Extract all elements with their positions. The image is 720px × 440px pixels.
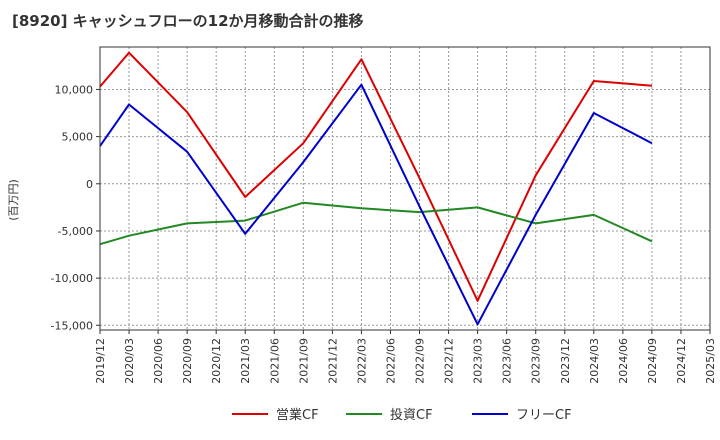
legend-label: フリーCF xyxy=(516,408,572,423)
y-tick-label: 0 xyxy=(86,178,93,191)
y-tick-label: 5,000 xyxy=(62,131,94,144)
x-tick-label: 2024/09 xyxy=(646,338,659,384)
plot-frame xyxy=(99,46,711,331)
legend-label: 営業CF xyxy=(276,407,319,423)
x-tick-label: 2022/03 xyxy=(355,338,368,384)
series-line-1 xyxy=(99,51,652,302)
x-tick-label: 2022/09 xyxy=(414,338,427,384)
x-tick-label: 2020/06 xyxy=(152,338,165,384)
x-tick-label: 2020/03 xyxy=(123,338,136,384)
x-tick-label: 2021/03 xyxy=(239,338,252,384)
y-axis-label: (百万円) xyxy=(7,179,20,221)
x-tick-label: 2023/09 xyxy=(530,338,543,384)
x-tick-label: 2025/03 xyxy=(704,338,717,384)
y-tick-label: 10,000 xyxy=(55,83,94,96)
y-tick-label: -5,000 xyxy=(58,225,93,238)
x-tick-label: 2021/09 xyxy=(297,338,310,384)
x-tick-label: 2020/12 xyxy=(210,338,223,384)
x-tick-label: 2023/06 xyxy=(501,338,514,384)
x-tick-label: 2021/06 xyxy=(268,338,281,384)
x-tick-label: 2023/12 xyxy=(559,338,572,384)
y-tick-label: -10,000 xyxy=(51,272,93,285)
x-tick-label: 2022/06 xyxy=(384,338,397,384)
chart-title: [8920] キャッシュフローの12か月移動合計の推移 xyxy=(12,12,364,30)
y-tick-label: -15,000 xyxy=(51,319,93,332)
x-tick-label: 2024/03 xyxy=(588,338,601,384)
x-tick-label: 2020/09 xyxy=(181,338,194,384)
x-tick-label: 2024/06 xyxy=(617,338,630,384)
series-line-3 xyxy=(99,83,653,326)
x-tick-label: 2024/12 xyxy=(675,338,688,384)
x-tick-label: 2019/12 xyxy=(94,338,107,384)
series-line-2 xyxy=(99,201,653,246)
x-tick-label: 2023/03 xyxy=(472,338,485,384)
x-tick-label: 2022/12 xyxy=(443,338,456,384)
x-tick-label: 2021/12 xyxy=(326,338,339,384)
legend-label: 投資CF xyxy=(390,407,433,423)
